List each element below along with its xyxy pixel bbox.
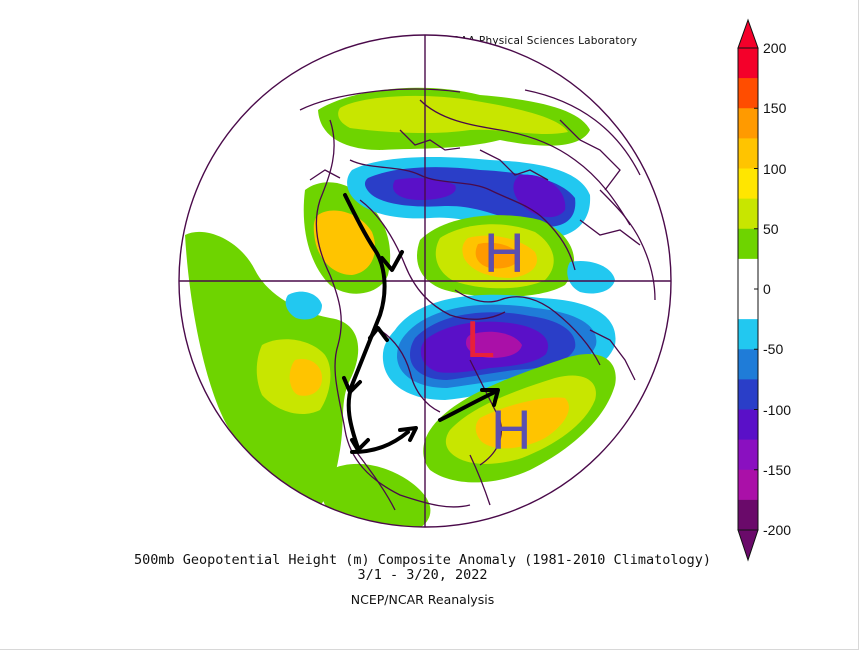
colorbar-tick-label: 150 bbox=[763, 100, 787, 117]
colorbar-cell bbox=[738, 228, 758, 260]
colorbar-cell bbox=[738, 138, 758, 169]
colorbar-tick-label: 200 bbox=[763, 40, 787, 56]
colorbar-tick-label: 100 bbox=[763, 160, 787, 177]
continent-outlines bbox=[299, 88, 656, 511]
atlantic-negative bbox=[567, 260, 615, 294]
pacific-negative bbox=[285, 291, 322, 320]
western-positive-peak bbox=[289, 359, 322, 396]
caption-source: NCEP/NCAR Reanalysis bbox=[350, 592, 495, 607]
colorbar-tick-label: 50 bbox=[763, 220, 779, 237]
colorbar-cell bbox=[738, 258, 758, 290]
flow-arrows bbox=[342, 193, 500, 454]
colorbar-cell bbox=[738, 379, 758, 410]
colorbar-cell bbox=[738, 108, 758, 139]
colorbar-tick-label: -200 bbox=[763, 522, 792, 538]
arrow-trough-west bbox=[343, 193, 387, 450]
northern-positive-arc-core bbox=[338, 95, 568, 134]
colorbar-ticks bbox=[754, 47, 758, 531]
colorbar-cells bbox=[738, 48, 758, 531]
colorbar-cell bbox=[738, 48, 758, 79]
colorbar-cell bbox=[738, 349, 758, 380]
arrow-head-2 bbox=[368, 326, 389, 342]
high-label-southeast: H bbox=[491, 398, 532, 461]
colorbar-cell bbox=[738, 499, 758, 531]
arrow-head-1 bbox=[380, 250, 404, 272]
central-high-peak bbox=[475, 242, 520, 269]
southeast-high-core bbox=[475, 397, 569, 449]
colorbar-top-arrow bbox=[737, 18, 759, 49]
colorbar-tick-label: -100 bbox=[763, 401, 792, 418]
colorbar-cell bbox=[738, 198, 758, 230]
colorbar-tick-label: -50 bbox=[763, 341, 784, 358]
low-label-east: L bbox=[466, 311, 495, 369]
eastern-low-extreme bbox=[466, 331, 522, 358]
colorbar-tick-label: 0 bbox=[763, 281, 771, 297]
arrow-head-5 bbox=[398, 426, 418, 442]
colorbar-cell bbox=[738, 319, 758, 350]
colorbar-cell bbox=[738, 409, 758, 441]
caption-title: 500mb Geopotential Height (m) Composite … bbox=[133, 552, 712, 568]
colorbar-tick-label: -150 bbox=[763, 461, 792, 478]
arrow-eastern-flow bbox=[438, 390, 497, 422]
caption-dates: 3/1 - 3/20, 2022 bbox=[357, 567, 488, 583]
high-label-north: H bbox=[484, 221, 525, 284]
arrow-head-6 bbox=[480, 388, 500, 407]
arrow-southern-flow bbox=[350, 430, 410, 454]
colorbar-cell bbox=[738, 78, 758, 109]
colorbar-cell bbox=[738, 289, 758, 320]
arrow-head-3 bbox=[342, 376, 362, 394]
colorbar-cell bbox=[738, 469, 758, 501]
colorbar-cell bbox=[738, 439, 758, 471]
colorbar-cell bbox=[738, 168, 758, 200]
